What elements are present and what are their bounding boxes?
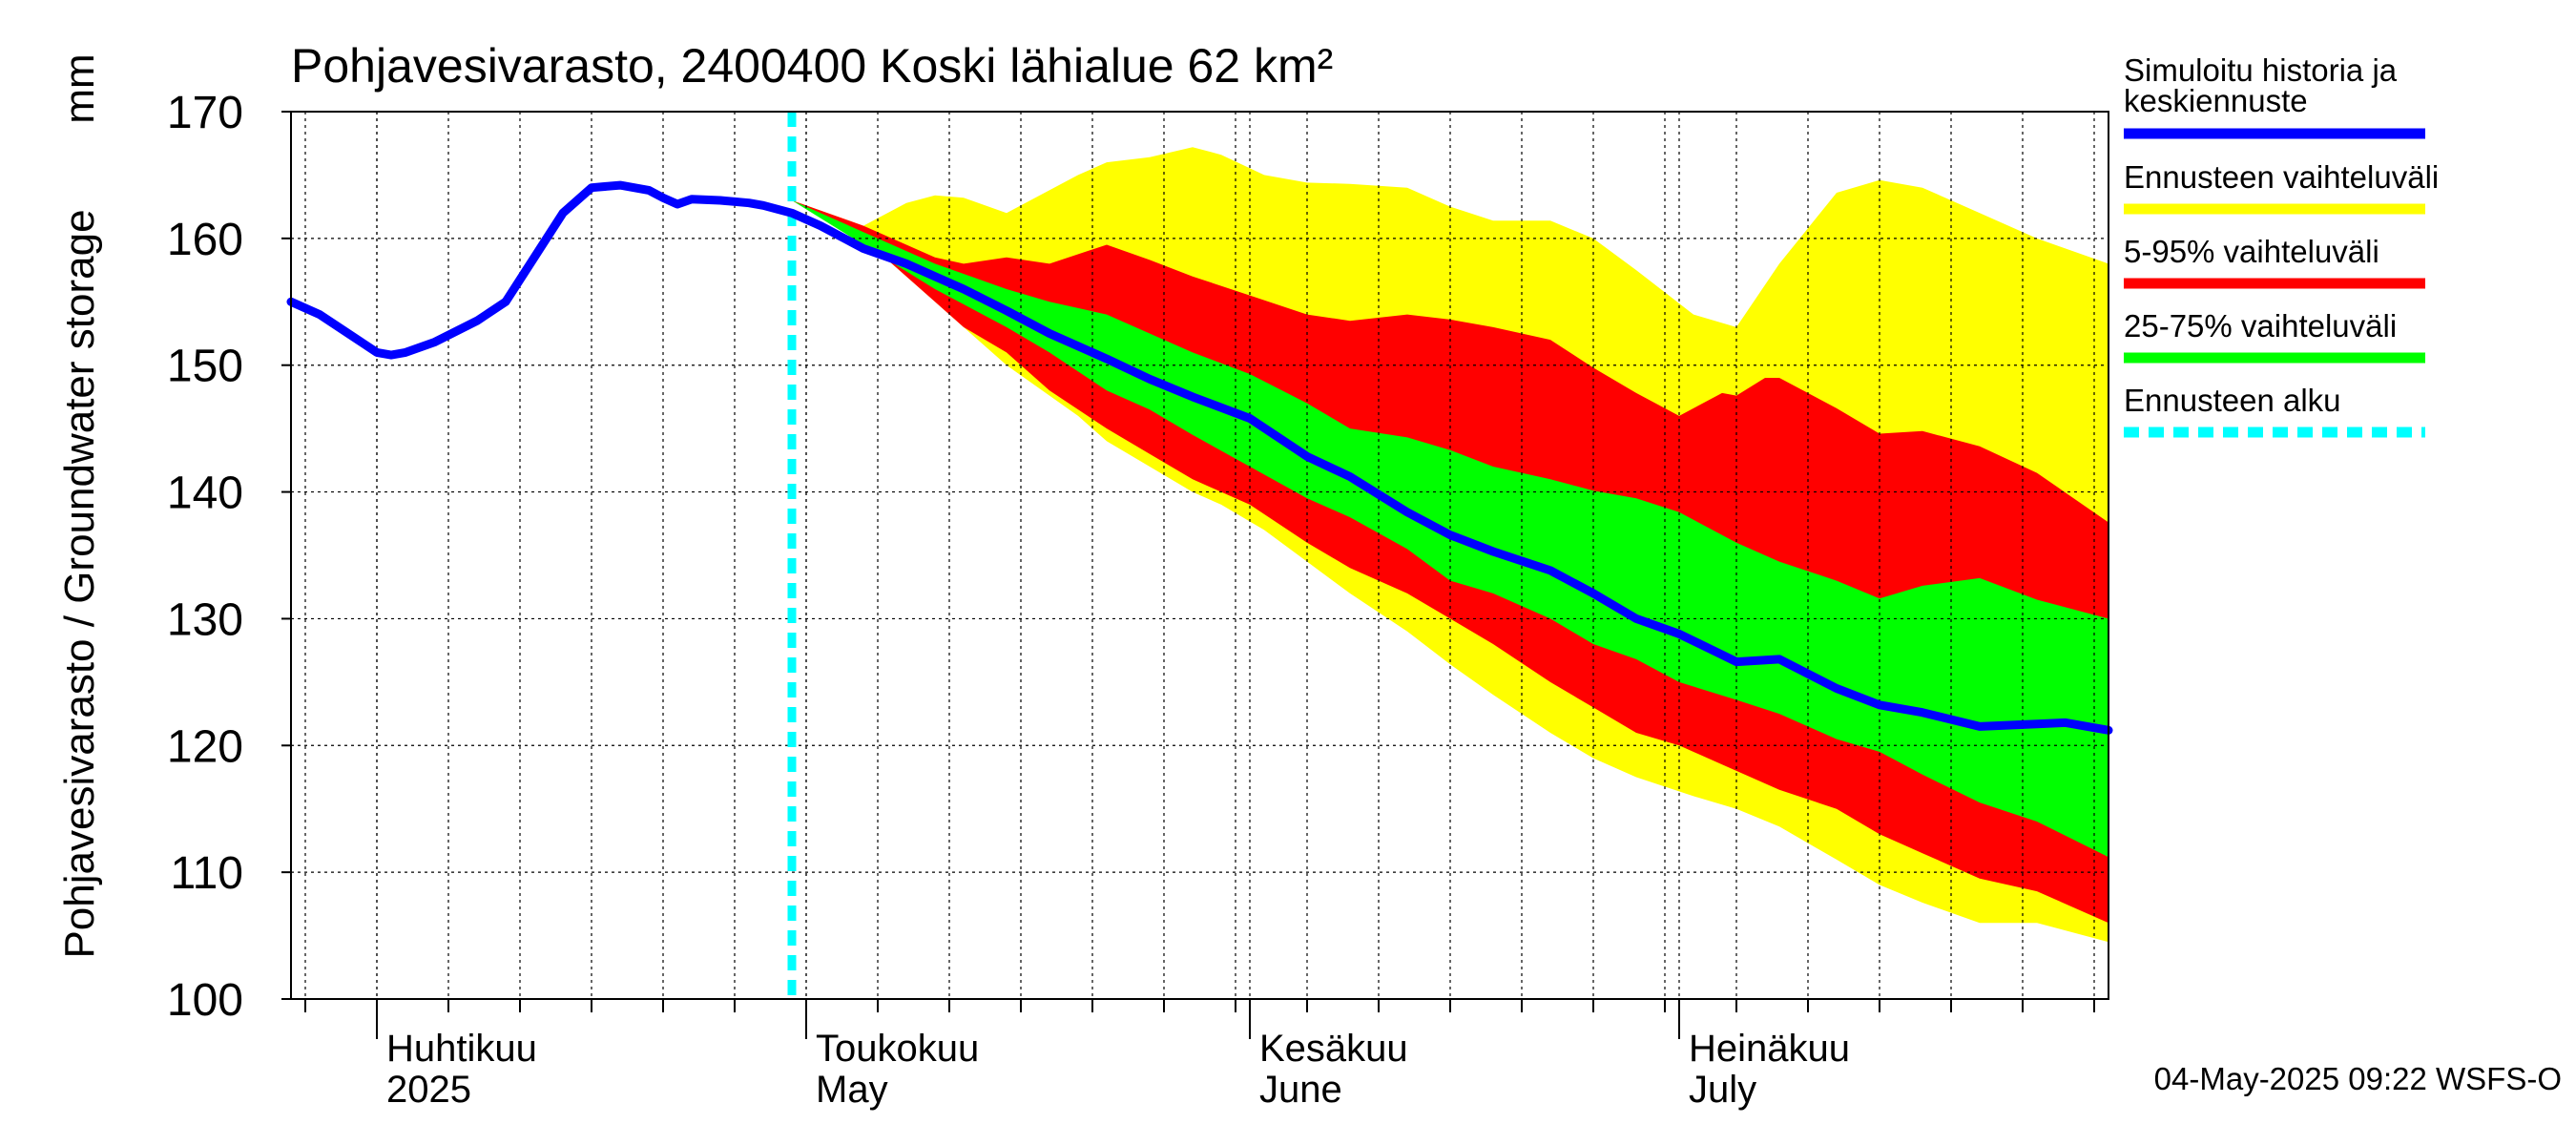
chart-title: Pohjavesivarasto, 2400400 Koski lähialue… xyxy=(291,39,1333,93)
x-month-label-en: May xyxy=(816,1069,888,1111)
y-tick-label: 110 xyxy=(170,848,243,899)
x-month-label-fi: Toukokuu xyxy=(816,1028,979,1070)
legend-label-median: keskiennuste xyxy=(2124,83,2308,118)
x-month-label-fi: Kesäkuu xyxy=(1259,1028,1408,1070)
x-month-label-en: July xyxy=(1689,1069,1756,1111)
y-tick-label: 130 xyxy=(167,594,243,645)
y-tick-label: 120 xyxy=(167,721,243,772)
y-tick-label: 140 xyxy=(167,468,243,519)
x-month-label-en: June xyxy=(1259,1069,1342,1111)
legend-label: Ennusteen alku xyxy=(2124,383,2341,418)
series-layer xyxy=(286,180,2113,735)
legend-label-median: Simuloitu historia ja xyxy=(2124,52,2398,88)
y-axis-title-group: Pohjavesivarasto / Groundwater storage xyxy=(56,209,103,958)
y-axis-title: Pohjavesivarasto / Groundwater storage xyxy=(56,209,103,958)
legend-label: 25-75% vaihteluväli xyxy=(2124,308,2397,344)
y-axis-unit-group: mm xyxy=(56,53,103,123)
x-month-label-en: 2025 xyxy=(386,1069,471,1111)
x-month-label-fi: Huhtikuu xyxy=(386,1028,537,1070)
y-tick-label: 170 xyxy=(167,88,243,138)
y-tick-label: 100 xyxy=(167,975,243,1026)
legend-label: Ennusteen vaihteluväli xyxy=(2124,159,2439,195)
x-month-label-fi: Heinäkuu xyxy=(1689,1028,1850,1070)
series-line-median xyxy=(286,180,2113,735)
y-tick-label: 150 xyxy=(167,342,243,392)
y-axis-unit: mm xyxy=(56,53,103,123)
plot-frame xyxy=(290,111,2109,1000)
footer-timestamp: 04-May-2025 09:22 WSFS-O xyxy=(2154,1061,2562,1096)
y-tick-label: 160 xyxy=(167,215,243,265)
legend-label: 5-95% vaihteluväli xyxy=(2124,234,2379,269)
grid-layer xyxy=(291,112,2109,999)
